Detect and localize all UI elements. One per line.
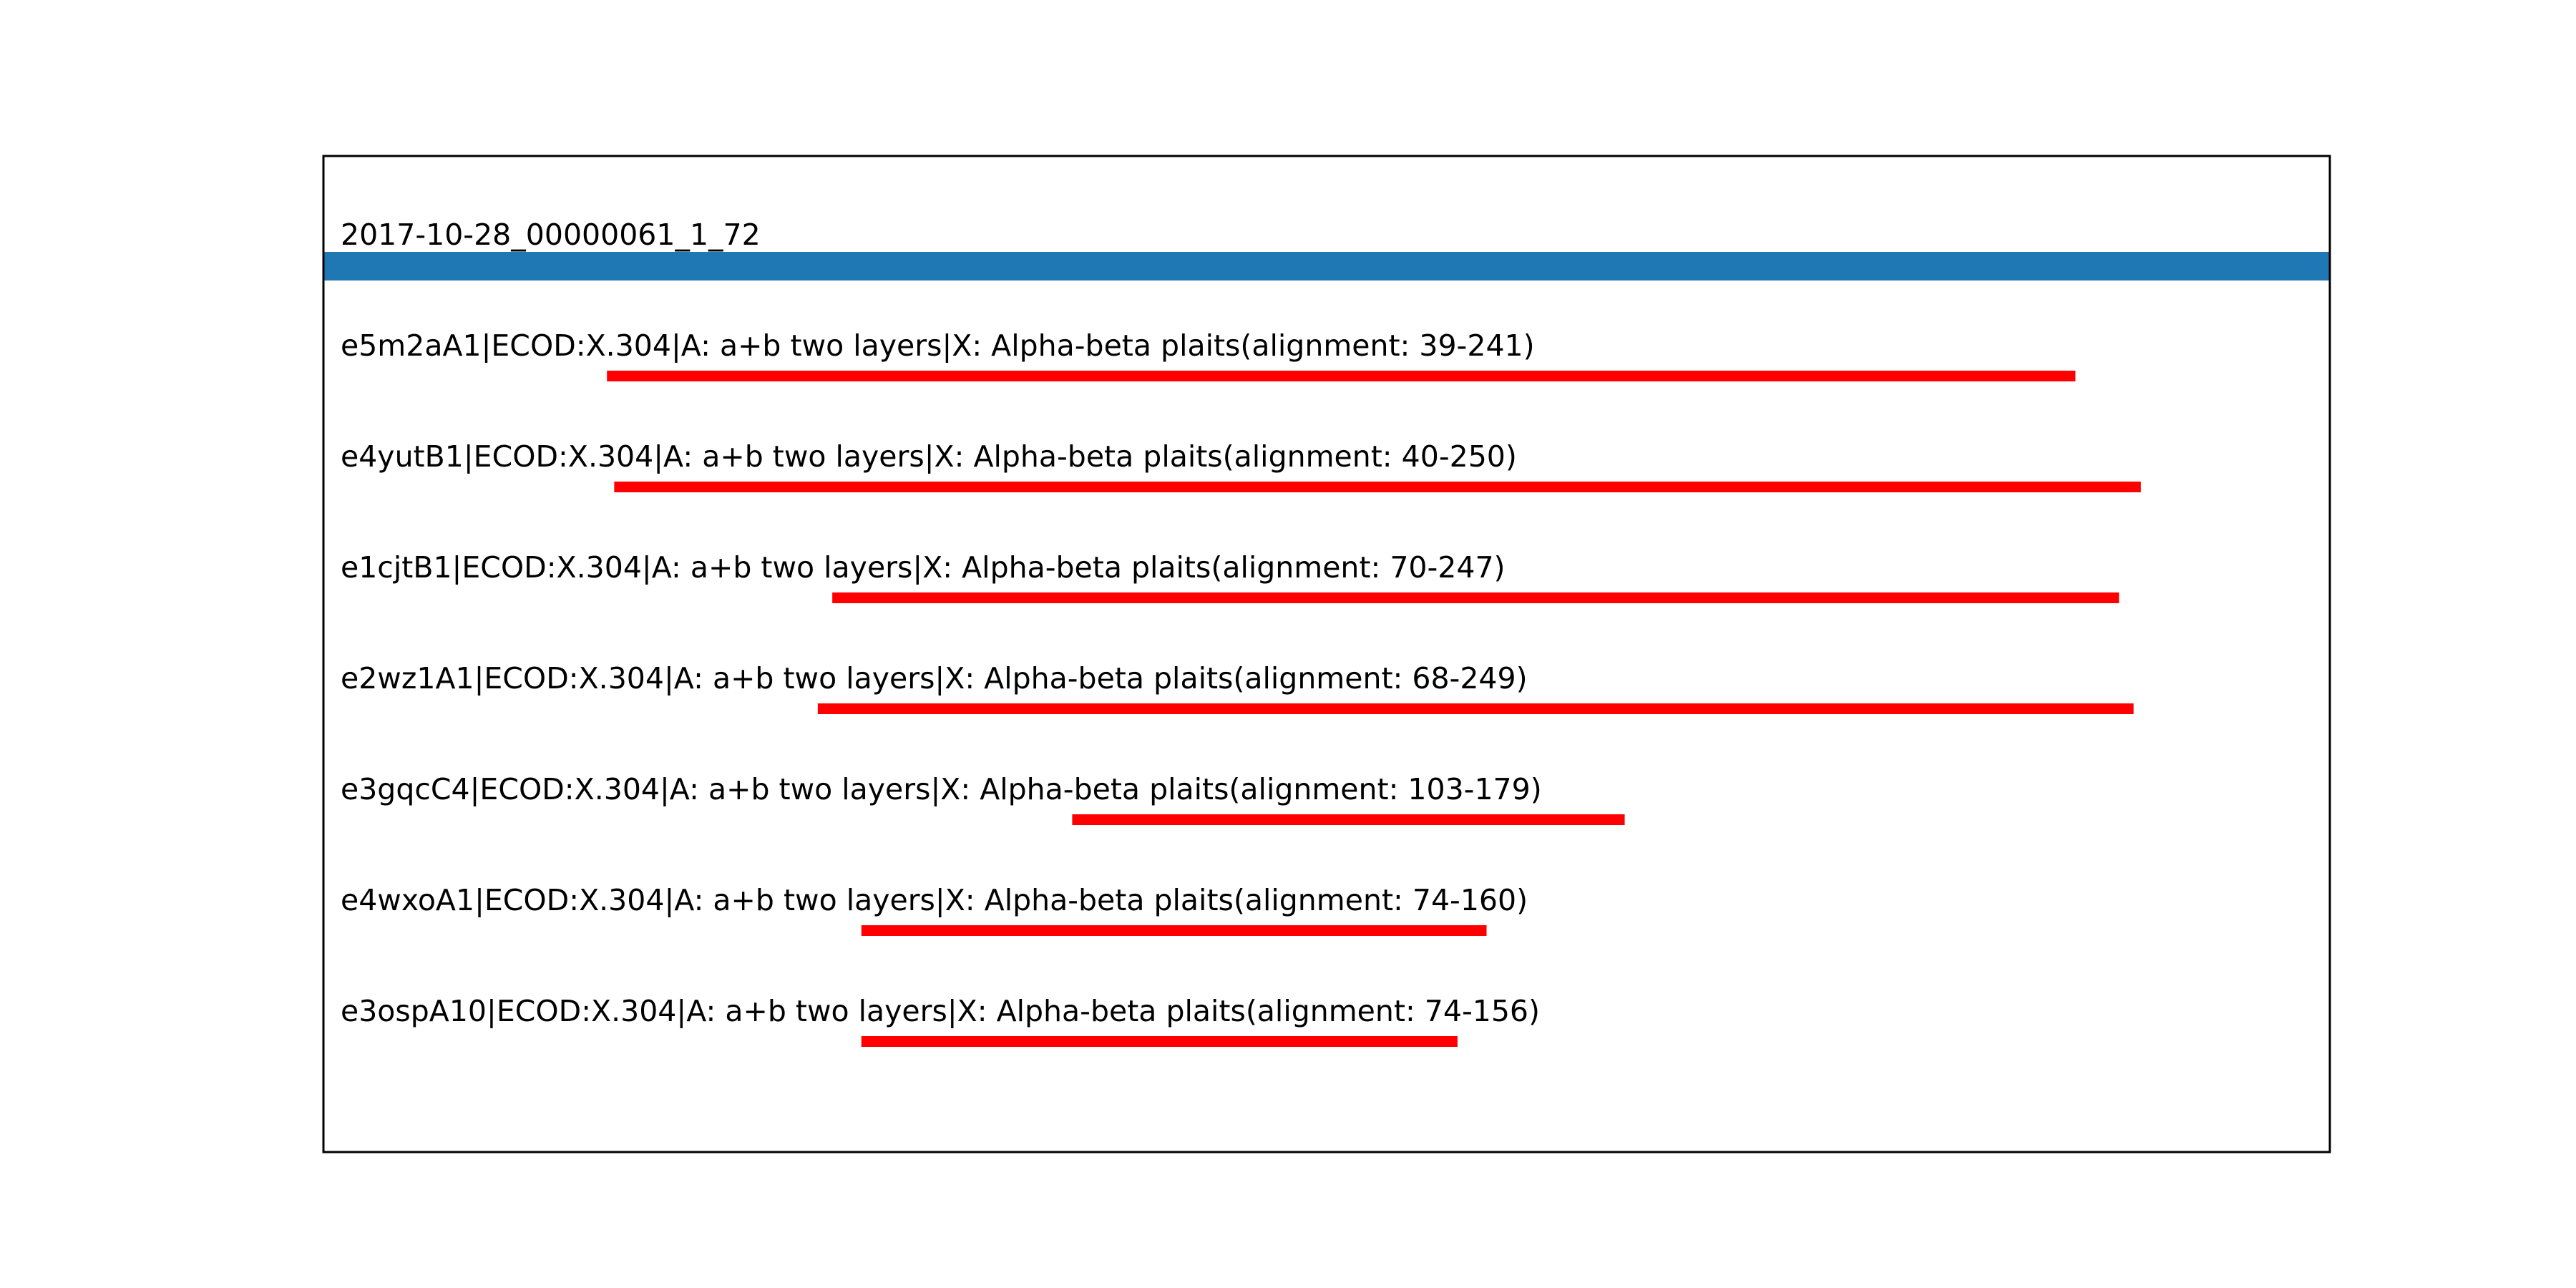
query-label: 2017-10-28_00000061_1_72 <box>341 218 761 252</box>
hit-alignment-bar <box>832 592 2119 603</box>
hit-label: e3gqcC4|ECOD:X.304|A: a+b two layers|X: … <box>341 772 1542 806</box>
hit-label: e5m2aA1|ECOD:X.304|A: a+b two layers|X: … <box>341 328 1535 363</box>
chart-marks <box>323 252 2330 1047</box>
hit-alignment-bar <box>1072 814 1625 825</box>
hit-label: e3ospA10|ECOD:X.304|A: a+b two layers|X:… <box>341 994 1540 1028</box>
hit-alignment-bar <box>614 482 2141 492</box>
hit-alignment-bar <box>861 925 1487 936</box>
query-sequence-bar <box>323 252 2330 280</box>
hit-alignment-bar <box>817 703 2134 714</box>
hit-label: e4yutB1|ECOD:X.304|A: a+b two layers|X: … <box>341 439 1517 474</box>
hit-label: e2wz1A1|ECOD:X.304|A: a+b two layers|X: … <box>341 661 1528 696</box>
hit-alignment-bar <box>861 1036 1458 1047</box>
hit-label: e4wxoA1|ECOD:X.304|A: a+b two layers|X: … <box>341 883 1528 917</box>
hit-alignment-bar <box>607 371 2076 381</box>
axes-frame <box>322 155 2331 1153</box>
chart-labels: 2017-10-28_00000061_1_72 e5m2aA1|ECOD:X.3… <box>341 218 1542 1028</box>
hit-label: e1cjtB1|ECOD:X.304|A: a+b two layers|X: … <box>341 550 1506 585</box>
